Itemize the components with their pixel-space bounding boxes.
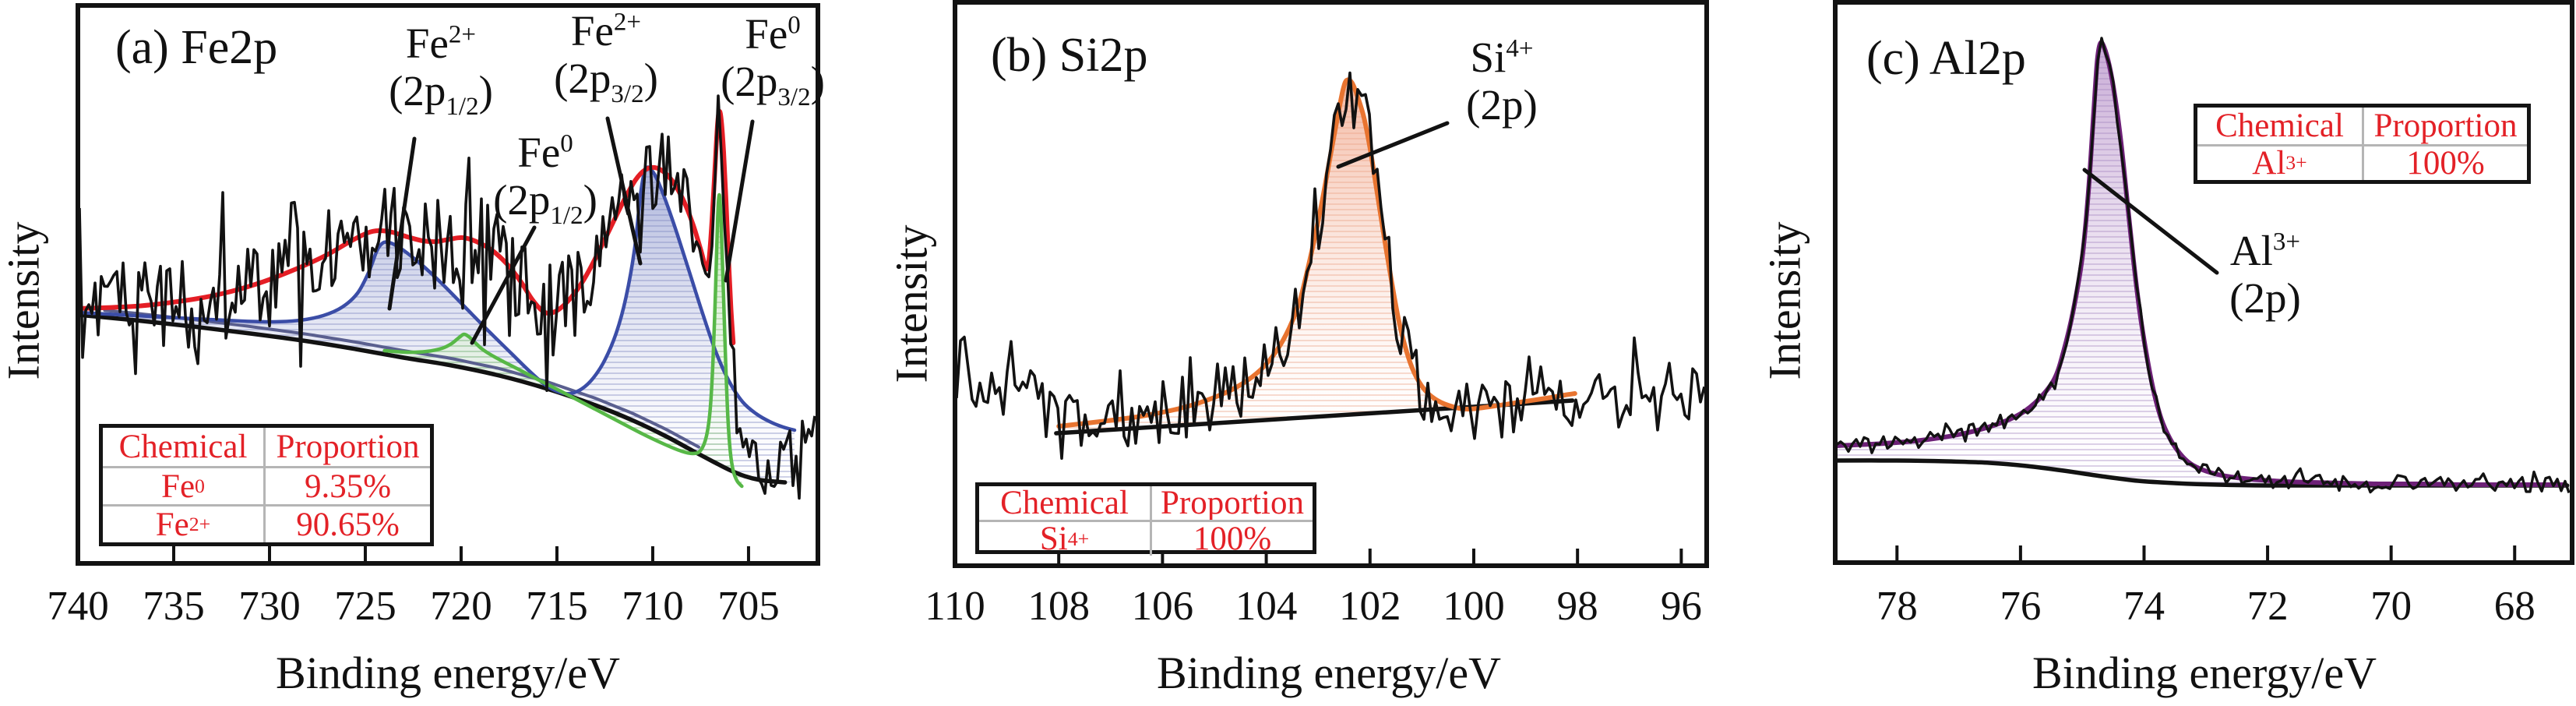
annotation-fe2plus-2p12: Fe2+ (2p1/2) xyxy=(389,19,493,121)
fe2p-leader-line-1 xyxy=(605,116,643,266)
si2p-table-header-1: Proportion xyxy=(1150,486,1313,520)
al2p-table-cell-0-0: Al 3+ xyxy=(2197,143,2362,181)
panel-c-y-axis-label: Intensity xyxy=(1759,221,1810,380)
panel-a-title: (a) Fe2p xyxy=(115,21,278,74)
fe2p-x-tick-label-725: 725 xyxy=(334,584,396,629)
si2p-x-tick-label-104: 104 xyxy=(1235,584,1298,629)
fe2p-x-tick-label-715: 715 xyxy=(526,584,588,629)
annotation-fe2plus-2p32: Fe2+ (2p3/2) xyxy=(554,7,658,108)
al2p-x-tick-label-68: 68 xyxy=(2493,584,2535,629)
fe2p-table-cell-0-0: Fe 0 xyxy=(103,466,263,504)
al2p-table-header-0: Chemical xyxy=(2215,107,2344,144)
si2p-envelope-hatch xyxy=(1059,79,1575,433)
al2p-plot-frame xyxy=(1833,0,2574,565)
fe2p-leader-line-2 xyxy=(470,225,537,345)
annotation-fe0-2p32: Fe0 (2p3/2) xyxy=(721,10,825,111)
al2p-table-cell-0-1: 100% xyxy=(2362,143,2527,180)
fe2p-plot-frame xyxy=(76,3,820,566)
al2p-x-tick-label-74: 74 xyxy=(2123,584,2165,629)
fe2p-x-tick-label-710: 710 xyxy=(622,584,684,629)
panel-fe2p xyxy=(76,3,820,566)
al2p-x-tick-label-76: 76 xyxy=(2000,584,2042,629)
fe2p-leader-line-0 xyxy=(387,136,417,311)
fe2p-table-cell-0-1: 9.35% xyxy=(263,466,430,504)
fe2p-fe2plus-peaks-curve xyxy=(76,165,797,432)
fe2p-table-cell-1-0: Fe 2+ xyxy=(103,504,263,542)
al2p-proportion-table: Chemical Proportion Al 3+ 100% xyxy=(2194,104,2531,184)
panel-si2p xyxy=(953,0,1709,568)
al2p-table-header-1: Proportion xyxy=(2362,108,2527,144)
al2p-x-tick-label-72: 72 xyxy=(2247,584,2289,629)
si2p-x-tick-label-106: 106 xyxy=(1131,584,1194,629)
si2p-plot-frame xyxy=(953,0,1709,568)
si2p-x-tick-label-110: 110 xyxy=(925,584,985,629)
fe2p-table-header-0: Chemical xyxy=(118,429,248,465)
panel-c-x-axis-label: Binding energy/eV xyxy=(2032,648,2377,698)
annotation-fe0-2p12: Fe0 (2p1/2) xyxy=(493,129,597,230)
panel-a-x-axis-label: Binding energy/eV xyxy=(276,648,620,698)
fe2p-fe0-peaks-curve xyxy=(382,192,744,489)
al2p-x-tick-label-70: 70 xyxy=(2370,584,2412,629)
fe2p-fe2plus-peaks-hatch xyxy=(78,167,795,482)
fe2p-x-tick-label-720: 720 xyxy=(430,584,492,629)
fe2p-raw-data xyxy=(78,94,816,500)
panel-b-y-axis-label: Intensity xyxy=(886,224,937,383)
al2p-raw-data xyxy=(1836,37,2571,494)
fe2p-x-tick-label-735: 735 xyxy=(143,584,205,629)
annotation-al3plus-2p: Al3+ (2p) xyxy=(2229,227,2301,322)
si2p-table-cell-0-1: 100% xyxy=(1150,520,1313,556)
si2p-table-header-0: Chemical xyxy=(1000,485,1129,521)
panel-c-title: (c) Al2p xyxy=(1866,32,2026,85)
annotation-si4plus-2p: Si4+ (2p) xyxy=(1466,34,1538,129)
fe2p-table-header-1: Proportion xyxy=(263,428,430,466)
al2p-x-tick-label-78: 78 xyxy=(1876,584,1918,629)
fe2p-leader-line-3 xyxy=(724,119,755,283)
panel-b-x-axis-label: Binding energy/eV xyxy=(1157,648,1501,698)
panel-b-title: (b) Si2p xyxy=(991,29,1148,82)
si2p-x-tick-label-108: 108 xyxy=(1027,584,1090,629)
si2p-raw-data xyxy=(955,71,1706,461)
panel-a-y-axis-label: Intensity xyxy=(0,221,49,380)
si2p-x-tick-label-96: 96 xyxy=(1660,584,1702,629)
fe2p-x-tick-label-705: 705 xyxy=(717,584,780,629)
fe2p-x-tick-label-730: 730 xyxy=(238,584,301,629)
si2p-table-cell-0-0: Si 4+ xyxy=(979,520,1150,556)
si2p-x-tick-label-100: 100 xyxy=(1443,584,1505,629)
fe2p-x-tick-label-740: 740 xyxy=(47,584,109,629)
al2p-leader-line-0 xyxy=(2082,168,2219,275)
si2p-x-tick-label-102: 102 xyxy=(1339,584,1401,629)
si2p-leader-line-0 xyxy=(1336,121,1450,169)
si2p-x-tick-label-98: 98 xyxy=(1556,584,1598,629)
si2p-proportion-table: Chemical Proportion Si 4+ 100% xyxy=(975,482,1316,556)
panel-al2p xyxy=(1833,0,2574,565)
fe2p-proportion-table: Chemical Proportion Fe 0 9.35% Fe 2+ 90.65% xyxy=(99,424,434,546)
fe2p-table-cell-1-1: 90.65% xyxy=(263,504,430,542)
